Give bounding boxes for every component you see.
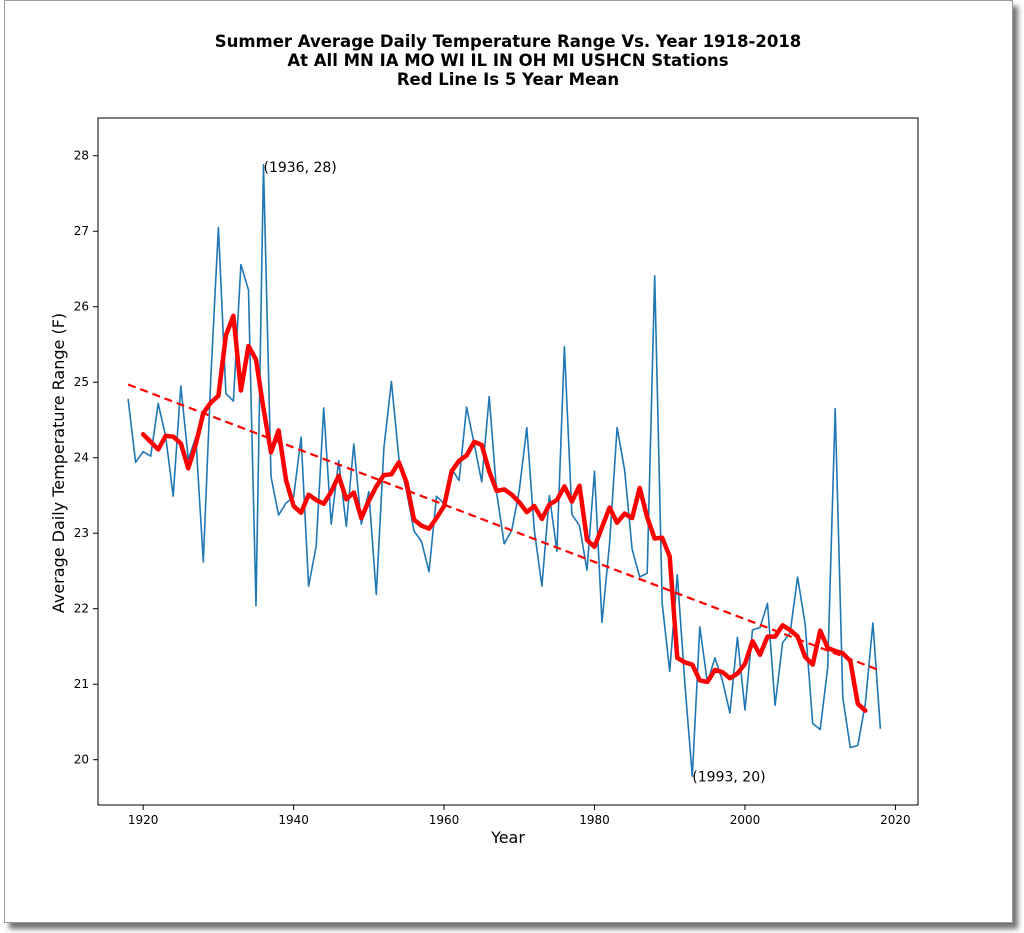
y-tick-label-20: 20 (74, 753, 89, 767)
y-tick-label-26: 26 (74, 300, 89, 314)
x-tick-label-1940: 1940 (278, 813, 309, 827)
plot-area: (1936, 28) (1993, 20) (127, 160, 882, 785)
y-tick-label-22: 22 (74, 602, 89, 616)
y-axis-label: Average Daily Temperature Range (F) (49, 313, 68, 613)
annotation-0: (1936, 28) (264, 160, 337, 176)
figure-frame (4, 0, 1013, 923)
y-tick-label-21: 21 (74, 677, 89, 691)
y-tick-label-28: 28 (74, 149, 89, 163)
x-tick-label-1920: 1920 (128, 813, 159, 827)
series-five-year-mean-line (140, 313, 868, 713)
y-tick-label-23: 23 (74, 526, 89, 540)
annotation-1: (1993, 20) (692, 769, 765, 785)
y-tick-label-25: 25 (74, 375, 89, 389)
y-tick-label-24: 24 (74, 451, 89, 465)
chart-title-line-3: Red Line Is 5 Year Mean (397, 70, 619, 89)
axes: 1920 1940 1960 1980 2000 20202021222324252627… (74, 117, 919, 827)
x-tick-label-1960: 1960 (429, 813, 460, 827)
series-raw-line (127, 164, 882, 778)
x-tick-label-1980: 1980 (579, 813, 610, 827)
x-tick-label-2000: 2000 (730, 813, 761, 827)
chart-title-line-2: At All MN IA MO WI IL IN OH MI USHCN Sta… (287, 51, 728, 70)
x-tick-label-2020: 2020 (880, 813, 911, 827)
chart-title-line-1: Summer Average Daily Temperature Range V… (215, 32, 802, 51)
trend-line (127, 383, 881, 672)
y-tick-label-27: 27 (74, 224, 89, 238)
x-axis-label: Year (490, 828, 525, 847)
plot-frame (97, 117, 919, 806)
